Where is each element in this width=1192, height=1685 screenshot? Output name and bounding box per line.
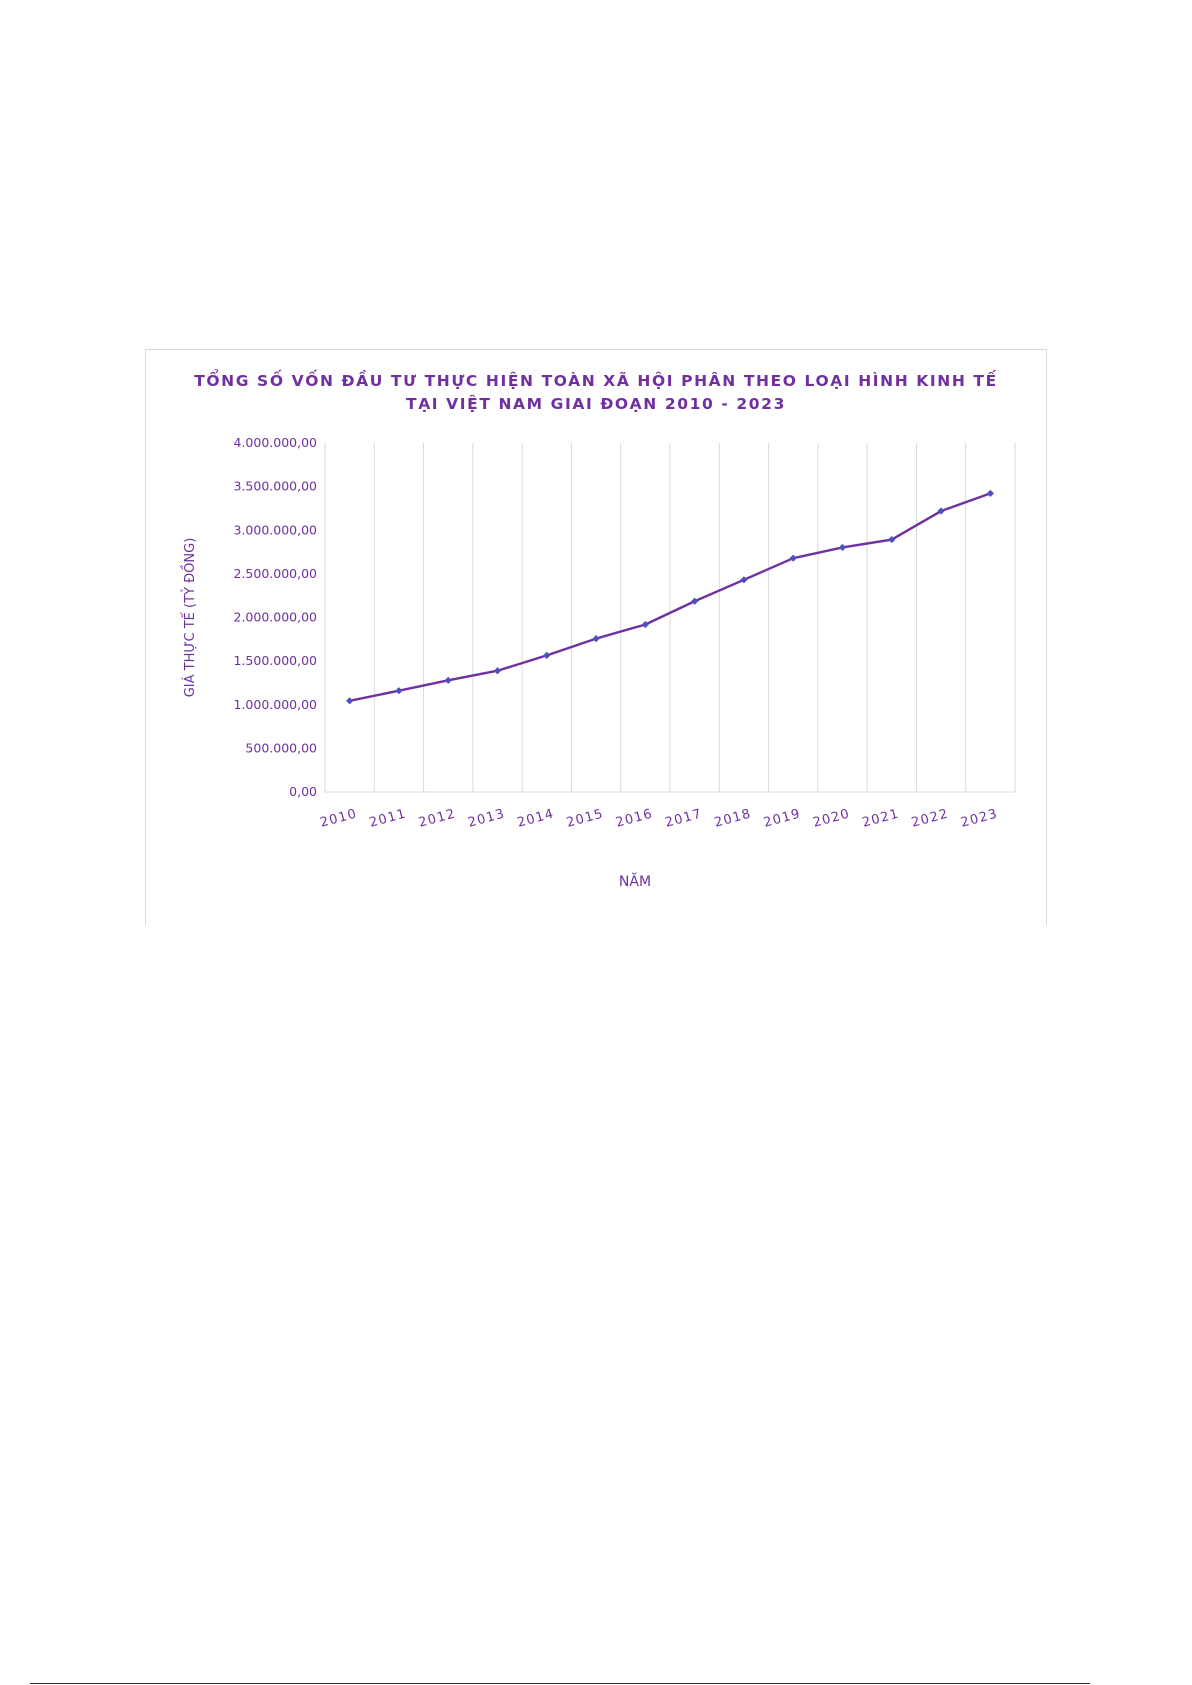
x-tick-label: 2019 [762,806,802,830]
data-point [838,543,847,552]
data-point [986,489,994,497]
data-point [346,697,354,705]
chart-title-line-1: TỔNG SỐ VỐN ĐẦU TƯ THỰC HIỆN TOÀN XÃ HỘI… [194,372,998,390]
y-tick-label: 3.000.000,00 [234,522,318,537]
y-tick-label: 1.000.000,00 [234,697,318,712]
x-tick-label: 2016 [614,806,654,830]
series-line [349,492,991,702]
data-point [641,620,649,629]
x-tick-label: 2010 [318,806,358,830]
y-tick-label: 3.500.000,00 [234,479,318,494]
y-axis-title: GIÁ THỰC TẾ (TỶ ĐỒNG) [181,538,198,698]
chart-title-line-2: TẠI VIỆT NAM GIAI ĐOẠN 2010 - 2023 [406,395,786,413]
line-chart: 0,00 500.000,00 1.000.000,00 1.500.000,00 2.… [181,435,1016,890]
data-point [937,507,945,515]
chart-frame: TỔNG SỐ VỐN ĐẦU TƯ THỰC HIỆN TOÀN XÃ HỘI… [145,349,1047,925]
y-tick-label: 2.500.000,00 [234,566,318,581]
x-tick-label: 2015 [565,806,605,830]
data-point [740,576,748,584]
data-point [691,597,699,605]
y-tick-label: 500.000,00 [245,740,317,755]
x-tick-label: 2021 [861,806,901,830]
y-tick-label: 0,00 [289,784,317,799]
x-tick-label: 2017 [663,806,703,830]
data-point [789,554,797,562]
x-axis-title: NĂM [619,872,651,890]
data-point [395,687,403,695]
data-point [888,535,896,544]
x-tick-label: 2018 [713,806,753,830]
x-tick-label: 2023 [959,806,999,830]
data-point [444,676,452,684]
y-tick-label: 1.500.000,00 [234,653,318,668]
y-tick-label: 4.000.000,00 [234,435,318,450]
x-tick-label: 2013 [466,806,506,830]
x-tick-label: 2011 [368,806,408,830]
data-point [592,635,600,643]
data-point [543,651,551,659]
data-point [493,667,502,675]
x-tick-label: 2012 [417,806,457,830]
x-tick-label: 2020 [811,806,851,830]
page-footer-rule [30,1683,1090,1684]
y-tick-label: 2.000.000,00 [234,610,318,625]
x-tick-label: 2014 [516,806,556,830]
x-tick-label: 2022 [910,806,950,830]
